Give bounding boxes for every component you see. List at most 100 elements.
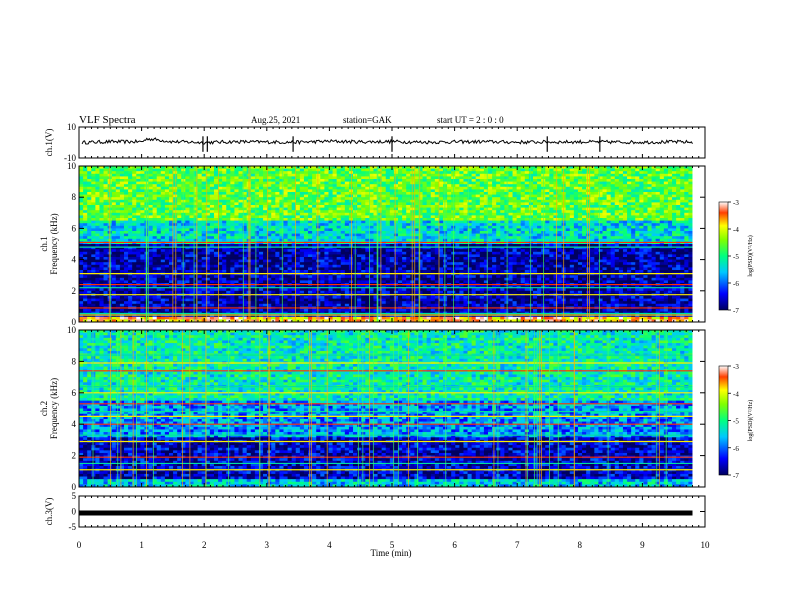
spectrogram-cell: [684, 244, 689, 247]
spectrogram-cell: [381, 176, 387, 180]
spectrogram-cell: [164, 179, 170, 182]
spectrogram-cell: [471, 186, 477, 190]
spectrogram-cell: [512, 236, 518, 240]
spectrogram-cell: [267, 184, 272, 188]
spectrogram-cell: [532, 173, 538, 177]
spectrogram-cell: [209, 181, 215, 185]
spectrogram-cell: [324, 171, 329, 175]
spectrogram-cell: [385, 205, 391, 208]
spectrogram-cell: [680, 184, 685, 188]
spectrogram-cell: [430, 184, 436, 188]
spectrogram-cell: [385, 207, 391, 211]
spectrogram-cell: [602, 199, 607, 203]
y-tick-label: -10: [64, 153, 76, 163]
spectrogram-cell: [475, 215, 481, 219]
spectrogram-cell: [357, 218, 362, 221]
spectrogram-cell: [222, 246, 227, 250]
spectrogram-cell: [549, 205, 554, 208]
spectrogram-cell: [434, 181, 440, 185]
spectrogram-cell: [373, 199, 378, 203]
spectrogram-cell: [545, 207, 550, 211]
spectrogram-cell: [258, 212, 264, 216]
spectrogram-cell: [622, 205, 628, 208]
spectrogram-cell: [631, 228, 636, 232]
spectrogram-cell: [627, 228, 632, 232]
spectrogram-cell: [336, 238, 342, 242]
spectrogram-cell: [115, 212, 121, 216]
spectrogram-cell: [434, 171, 440, 175]
spectrogram-cell: [438, 236, 444, 240]
spectrogram-cell: [303, 181, 309, 185]
spectrogram-cell: [483, 181, 489, 185]
spectrogram-cell: [136, 220, 141, 224]
spectrogram-cell: [496, 199, 501, 203]
spectrogram-cell: [422, 246, 428, 250]
spectrogram-cell: [594, 220, 599, 224]
spectrogram-cell: [132, 197, 137, 201]
spectrogram-cell: [230, 238, 235, 242]
spectrogram-cell: [684, 171, 689, 175]
spectrogram-cell: [107, 205, 113, 208]
spectrogram-cell: [598, 215, 603, 219]
spectrogram-cell: [487, 233, 493, 237]
spectrogram-cell: [467, 184, 473, 188]
spectrogram-cell: [545, 244, 550, 247]
spectrogram-cell: [389, 223, 395, 227]
spectrogram-cell: [667, 186, 673, 190]
spectrogram-cell: [422, 205, 428, 208]
spectrogram-cell: [119, 246, 125, 250]
spectrogram-cell: [430, 181, 436, 185]
spectrogram-cell: [639, 210, 644, 214]
spectrogram-cell: [357, 192, 362, 195]
spectrogram-cell: [487, 228, 493, 232]
spectrogram-cell: [218, 197, 223, 201]
spectrogram-cell: [577, 189, 583, 193]
spectrogram-cell: [209, 186, 215, 190]
spectrogram-cell: [234, 246, 239, 250]
spectrogram-cell: [193, 246, 199, 250]
spectrogram-cell: [418, 212, 423, 216]
spectrogram-cell: [287, 246, 293, 250]
spectrogram-cell: [103, 228, 109, 232]
spectrogram-cell: [590, 218, 595, 221]
spectrogram-cell: [524, 168, 530, 172]
spectrogram-cell: [393, 184, 399, 188]
spectrogram-cell: [381, 223, 387, 227]
spectrogram-cell: [99, 199, 104, 203]
spectrogram-cell: [258, 215, 264, 219]
spectrogram-cell: [594, 231, 599, 234]
spectrogram-cell: [647, 176, 652, 180]
spectrogram-cell: [618, 166, 624, 169]
spectrogram-cell: [553, 189, 558, 193]
spectrogram-cell: [463, 228, 468, 232]
spectrogram-cell: [471, 246, 477, 250]
spectrogram-cell: [667, 220, 673, 224]
spectrogram-cell: [218, 184, 223, 188]
spectrogram-cell: [173, 186, 178, 190]
spectrogram-cell: [303, 233, 309, 237]
spectrogram-cell: [549, 173, 554, 177]
spectrogram-cell: [250, 225, 256, 229]
spectrogram-cell: [197, 238, 203, 242]
spectrogram-cell: [258, 225, 264, 229]
spectrogram-cell: [643, 212, 648, 216]
spectrogram-cell: [582, 231, 587, 234]
spectrogram-cell: [426, 173, 432, 177]
spectrogram-cell: [332, 171, 338, 175]
spectrogram-cell: [258, 220, 264, 224]
spectrogram-cell: [614, 197, 620, 201]
spectrogram-cell: [340, 233, 346, 237]
spectrogram-cell: [242, 228, 248, 232]
spectrogram-cell: [512, 228, 518, 232]
spectrogram-cell: [83, 199, 88, 203]
spectrogram-cell: [344, 233, 350, 237]
spectrogram-cell: [487, 194, 493, 198]
spectrogram-cell: [385, 179, 391, 182]
spectrogram-cell: [209, 199, 215, 203]
spectrogram-cell: [582, 238, 587, 242]
spectrogram-cell: [647, 192, 652, 195]
spectrogram-cell: [316, 176, 321, 180]
spectrogram-cell: [631, 231, 636, 234]
spectrogram-cell: [119, 210, 125, 214]
spectrogram-cell: [201, 244, 207, 247]
